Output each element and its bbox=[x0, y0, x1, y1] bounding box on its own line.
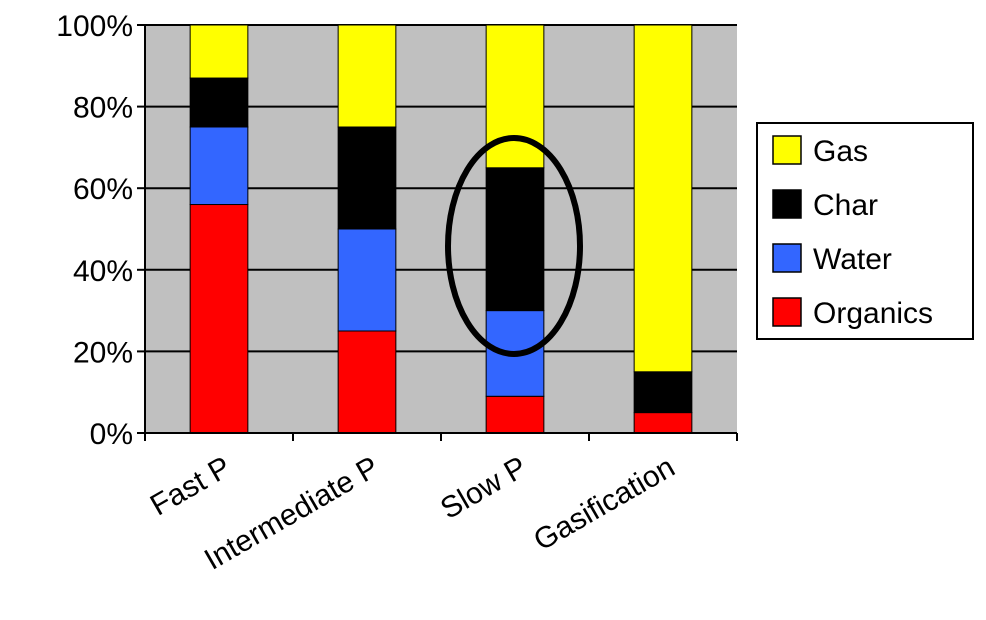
bar-segment-organics bbox=[485, 395, 545, 434]
y-tick-label: 80% bbox=[73, 92, 133, 125]
bars bbox=[189, 24, 693, 434]
bar-segment-water bbox=[189, 126, 249, 206]
legend: Gas Char Water Organics bbox=[756, 122, 974, 340]
y-tick-label: 60% bbox=[73, 173, 133, 206]
y-tick-labels: 0% 20% 40% 60% 80% 100% bbox=[56, 10, 133, 451]
legend-swatch bbox=[772, 243, 802, 273]
bar-segment-water bbox=[337, 228, 397, 332]
bar-segment-organics bbox=[633, 412, 693, 434]
legend-label: Char bbox=[813, 189, 878, 222]
bar-segment-gas bbox=[337, 24, 397, 128]
legend-swatch bbox=[772, 189, 802, 219]
x-category-label: Gasification bbox=[528, 450, 680, 557]
bar-segment-char bbox=[485, 167, 545, 312]
bar-segment-organics bbox=[337, 330, 397, 434]
bar-segment-gas bbox=[189, 24, 249, 79]
bar-segment-char bbox=[633, 371, 693, 414]
y-tick-label: 100% bbox=[56, 10, 133, 43]
legend-swatch bbox=[772, 135, 802, 165]
bar-segment-organics bbox=[189, 204, 249, 434]
legend-label: Organics bbox=[813, 297, 933, 330]
x-category-label: Fast P bbox=[145, 450, 237, 522]
legend-swatch bbox=[772, 297, 802, 327]
y-tick-label: 20% bbox=[73, 336, 133, 369]
y-tick-label: 40% bbox=[73, 255, 133, 288]
slow-p-highlight-ellipse bbox=[445, 135, 583, 357]
x-category-label: Slow P bbox=[435, 450, 532, 525]
bar-segment-char bbox=[189, 77, 249, 128]
bar-segment-char bbox=[337, 126, 397, 230]
y-tick-label: 0% bbox=[90, 418, 133, 451]
bar-segment-gas bbox=[633, 24, 693, 373]
axes bbox=[144, 25, 738, 441]
legend-label: Gas bbox=[813, 135, 868, 168]
legend-label: Water bbox=[813, 243, 892, 276]
